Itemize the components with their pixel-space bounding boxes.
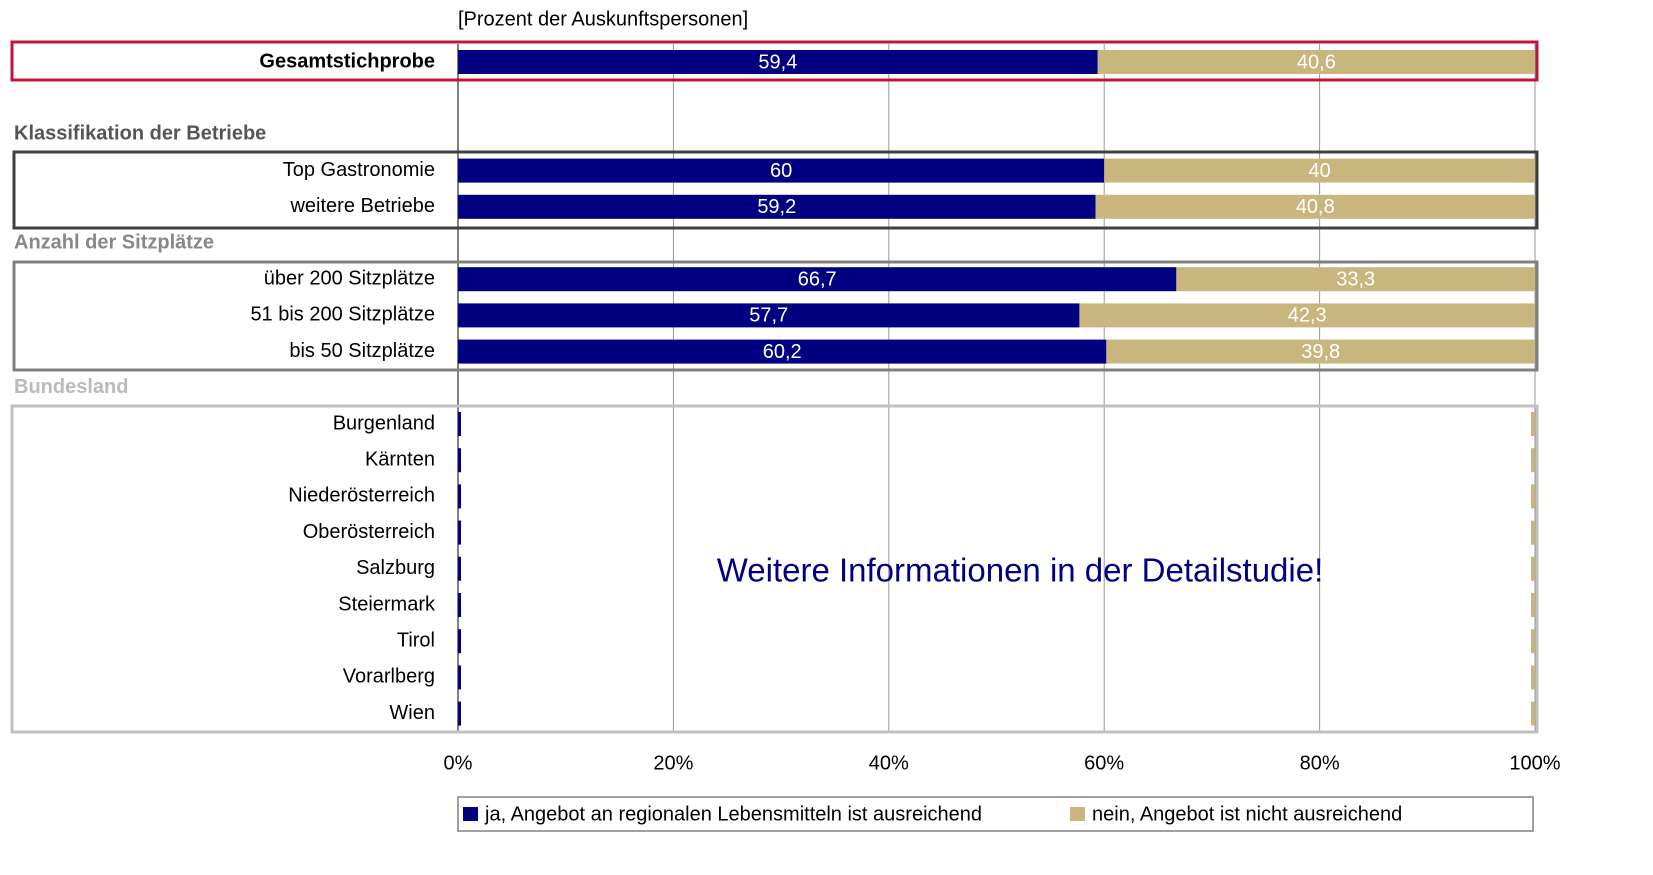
occluded-bar (1531, 520, 1535, 545)
occluded-bar (458, 593, 461, 617)
occluded-bar (1531, 448, 1535, 473)
category-label: Burgenland (333, 412, 435, 434)
occluded-bar (458, 556, 461, 581)
bar-segment (1079, 303, 1535, 328)
section-title: Anzahl der Sitzplätze (14, 231, 214, 253)
occluded-bar (1531, 629, 1535, 654)
bar-segment (458, 303, 1080, 328)
category-label: über 200 Sitzplätze (264, 267, 435, 289)
category-label: 51 bis 200 Sitzplätze (250, 304, 435, 326)
category-label: Oberösterreich (303, 521, 435, 543)
category-label: Gesamtstichprobe (259, 50, 435, 72)
value-label: 60 (770, 160, 792, 182)
legend-label: nein, Angebot ist nicht ausreichend (1092, 803, 1402, 825)
category-label: Vorarlberg (343, 666, 435, 688)
value-label: 57,7 (749, 305, 788, 327)
value-label: 40,8 (1296, 196, 1335, 218)
occluded-bar (458, 484, 461, 509)
value-label: 42,3 (1288, 305, 1327, 327)
x-tick-label: 60% (1084, 752, 1124, 774)
occluded-bar (458, 629, 461, 654)
x-tick-label: 100% (1509, 752, 1560, 774)
value-label: 33,3 (1336, 268, 1375, 290)
bar-segment (458, 158, 1105, 183)
value-label: 60,2 (763, 341, 802, 363)
x-tick-label: 80% (1300, 752, 1340, 774)
occluded-bar (1531, 665, 1535, 690)
bar-segment (1104, 158, 1535, 183)
legend-label: ja, Angebot an regionalen Lebensmitteln … (484, 803, 982, 825)
group-box (10, 404, 1539, 734)
occluded-bar (1531, 484, 1535, 509)
legend-box (457, 796, 1534, 832)
occluded-bar (1531, 701, 1535, 726)
x-tick-label: 0% (444, 752, 473, 774)
value-label: 39,8 (1301, 341, 1340, 363)
category-label: Kärnten (365, 448, 435, 470)
section-title: Bundesland (14, 376, 128, 398)
category-label: Wien (389, 702, 435, 724)
value-label: 40,6 (1297, 51, 1336, 73)
category-label: weitere Betriebe (289, 195, 435, 217)
bar-segment (458, 267, 1177, 292)
occluded-bar (458, 412, 461, 436)
category-label: Salzburg (356, 557, 435, 579)
occluded-bar (1531, 593, 1535, 617)
category-label: Tirol (397, 629, 435, 651)
bar-segment (458, 339, 1107, 364)
value-label: 59,2 (757, 196, 796, 218)
bars (458, 50, 1535, 726)
value-label: 40 (1308, 160, 1330, 182)
value-label: 66,7 (798, 268, 837, 290)
legend-swatch (1070, 807, 1085, 821)
bar-segment (1176, 267, 1535, 292)
axis-title: [Prozent der Auskunftspersonen] (458, 8, 748, 30)
category-label: Top Gastronomie (283, 159, 435, 181)
occluded-bar (1531, 412, 1535, 436)
annotation: Weitere Informationen in der Detailstudi… (717, 552, 1324, 589)
group-box (12, 260, 1539, 372)
x-tick-label: 20% (653, 752, 693, 774)
x-tick-label: 40% (869, 752, 909, 774)
value-label: 59,4 (758, 51, 797, 73)
category-label: Steiermark (338, 593, 436, 615)
group-box (12, 150, 1539, 230)
section-title: Klassifikation der Betriebe (14, 123, 266, 145)
occluded-bar (458, 665, 461, 690)
occluded-bar (458, 520, 461, 545)
bar-segment (458, 50, 1098, 74)
occluded-bar (458, 448, 461, 473)
occluded-bar (458, 701, 461, 726)
legend-swatch (463, 807, 478, 821)
occluded-bar (1531, 556, 1535, 581)
bar-segment (1095, 194, 1535, 219)
bar-segment (458, 194, 1096, 219)
legend: ja, Angebot an regionalen Lebensmitteln … (463, 803, 1402, 825)
category-label: bis 50 Sitzplätze (289, 340, 435, 362)
bar-segment (1097, 50, 1535, 74)
bar-segment (1106, 339, 1535, 364)
highlight-box (10, 40, 1539, 82)
category-label: Niederösterreich (288, 485, 435, 507)
